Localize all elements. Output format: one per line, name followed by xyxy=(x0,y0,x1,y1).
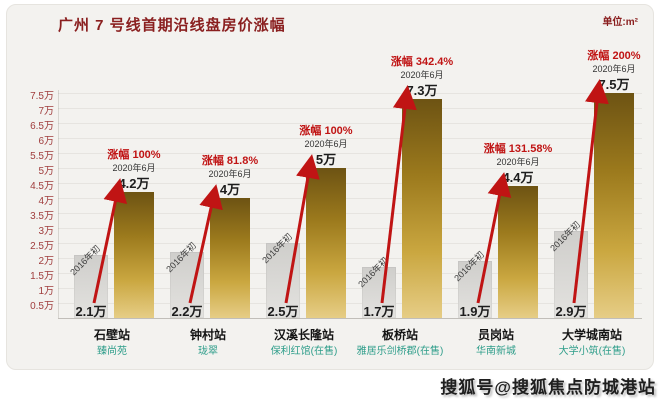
station-name: 员岗站 xyxy=(477,328,514,342)
x-axis-line xyxy=(58,318,642,319)
gridline xyxy=(58,138,642,139)
growth-label: 涨幅 342.4% xyxy=(390,56,454,68)
gridline xyxy=(58,153,642,154)
property-name: 大学小筑(在售) xyxy=(558,346,626,357)
gridline xyxy=(58,108,642,109)
y-axis-tick-label: 6万 xyxy=(38,136,54,147)
y-axis-tick-label: 0.5万 xyxy=(30,301,54,312)
gridline xyxy=(58,273,642,274)
y-axis-tick-label: 2.5万 xyxy=(30,241,54,252)
y-axis-tick-label: 6.5万 xyxy=(30,121,54,132)
property-name: 臻尚苑 xyxy=(97,346,127,357)
y-axis-tick-label: 3.5万 xyxy=(30,211,54,222)
y-axis-tick-label: 7万 xyxy=(38,106,54,117)
bar-2020 xyxy=(210,198,250,318)
value-2020: 4万 xyxy=(219,182,241,197)
value-2020: 7.3万 xyxy=(406,83,438,98)
bar-2020 xyxy=(402,99,442,318)
value-2016: 2.2万 xyxy=(171,304,203,319)
y-axis-tick-label: 5万 xyxy=(38,166,54,177)
label-2020: 2020年6月 xyxy=(112,163,156,173)
label-2020: 2020年6月 xyxy=(496,157,540,167)
bar-2020 xyxy=(594,93,634,318)
value-2016: 1.7万 xyxy=(363,304,395,319)
y-axis-tick-label: 4万 xyxy=(38,196,54,207)
y-axis-tick-label: 1万 xyxy=(38,286,54,297)
value-2016: 2.5万 xyxy=(267,304,299,319)
value-2016: 2.1万 xyxy=(75,304,107,319)
unit-label: 单位:m² xyxy=(602,17,638,28)
y-axis-line xyxy=(58,90,59,318)
y-axis-tick-label: 7.5万 xyxy=(30,91,54,102)
property-name: 保利红馆(在售) xyxy=(270,346,338,357)
gridline xyxy=(58,213,642,214)
property-name: 华南新城 xyxy=(476,346,516,357)
growth-label: 涨幅 100% xyxy=(107,149,161,161)
growth-label: 涨幅 100% xyxy=(299,125,353,137)
y-axis-tick-label: 2万 xyxy=(38,256,54,267)
growth-label: 涨幅 131.58% xyxy=(483,143,553,155)
bar-2020 xyxy=(498,186,538,318)
station-name: 石壁站 xyxy=(93,328,130,342)
watermark-text: 搜狐号@搜狐焦点防城港站 xyxy=(440,378,656,397)
growth-label: 涨幅 200% xyxy=(587,50,641,62)
gridline xyxy=(58,123,642,124)
label-2020: 2020年6月 xyxy=(304,139,348,149)
chart-title: 广州 7 号线首期沿线盘房价涨幅 xyxy=(58,17,286,34)
value-2020: 7.5万 xyxy=(598,77,630,92)
station-name: 钟村站 xyxy=(189,328,226,342)
gridline xyxy=(58,288,642,289)
gridline xyxy=(58,183,642,184)
property-name: 珑翠 xyxy=(198,346,218,357)
label-2020: 2020年6月 xyxy=(208,169,252,179)
station-name: 板桥站 xyxy=(381,328,418,342)
gridline xyxy=(58,228,642,229)
y-axis-tick-label: 4.5万 xyxy=(30,181,54,192)
property-name: 雅居乐剑桥郡(在售) xyxy=(356,346,444,357)
value-2020: 4.2万 xyxy=(118,176,150,191)
value-2020: 4.4万 xyxy=(502,170,534,185)
station-name: 汉溪长隆站 xyxy=(273,328,334,342)
bar-2020 xyxy=(306,168,346,318)
label-2020: 2020年6月 xyxy=(400,70,444,80)
gridline xyxy=(58,168,642,169)
y-axis-tick-label: 5.5万 xyxy=(30,151,54,162)
value-2020: 5万 xyxy=(315,152,337,167)
value-2016: 2.9万 xyxy=(555,304,587,319)
gridline xyxy=(58,258,642,259)
bar-2020 xyxy=(114,192,154,318)
y-axis-tick-label: 1.5万 xyxy=(30,271,54,282)
label-2020: 2020年6月 xyxy=(592,64,636,74)
gridline xyxy=(58,198,642,199)
gridline xyxy=(58,93,642,94)
gridline xyxy=(58,243,642,244)
gridline xyxy=(58,303,642,304)
y-axis-tick-label: 3万 xyxy=(38,226,54,237)
value-2016: 1.9万 xyxy=(459,304,491,319)
growth-label: 涨幅 81.8% xyxy=(201,155,259,167)
station-name: 大学城南站 xyxy=(561,328,622,342)
